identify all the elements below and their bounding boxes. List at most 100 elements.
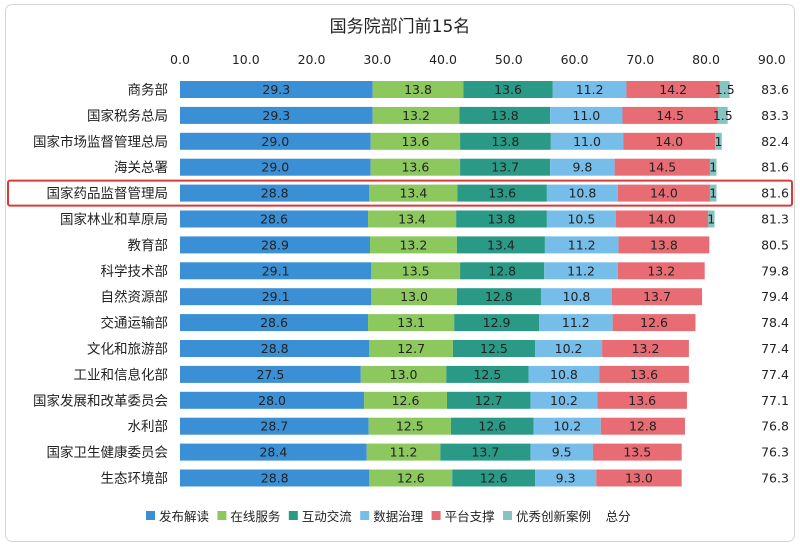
legend-swatch xyxy=(217,511,227,520)
bar-segment xyxy=(368,210,457,228)
chart-row: 海关总署 29.0 13.6 13.7 9.8 14.5 1 81.6 xyxy=(114,158,789,176)
bar-segment xyxy=(180,132,371,150)
category-label: 海关总署 xyxy=(114,160,168,176)
x-tick-label: 50.0 xyxy=(495,52,523,67)
bar-segment xyxy=(180,469,370,487)
chart-row: 工业和信息化部 27.5 13.0 12.5 10.8 13.6 77.4 xyxy=(74,365,789,383)
chart-row: 国家税务总局 29.3 13.2 13.8 11.0 14.5 1.5 83.3 xyxy=(87,106,789,124)
x-tick-label: 20.0 xyxy=(298,52,326,67)
bar-segment xyxy=(533,417,601,435)
bar-segment xyxy=(180,365,361,383)
data-label: 13.5 xyxy=(623,445,651,460)
bar-segment xyxy=(456,210,547,228)
x-tick-label: 10.0 xyxy=(232,52,260,67)
category-label: 工业和信息化部 xyxy=(74,366,169,383)
bar-segment xyxy=(596,469,682,487)
chart-row: 国家林业和草原局 28.6 13.4 13.8 10.5 14.0 1 81.3 xyxy=(60,210,789,228)
data-label: 12.6 xyxy=(640,315,668,330)
category-label: 国家林业和草原局 xyxy=(60,211,168,228)
data-label: 13.5 xyxy=(402,263,430,278)
data-label: 12.5 xyxy=(480,341,508,356)
legend-swatch xyxy=(431,511,441,520)
bar-segment xyxy=(617,262,705,280)
bar-segment xyxy=(370,158,461,176)
total-label: 82.4 xyxy=(761,134,789,149)
data-label: 13.6 xyxy=(628,393,656,408)
bar-segment xyxy=(364,391,447,409)
bar-segment xyxy=(180,158,371,176)
data-label: 13.0 xyxy=(390,367,418,382)
data-label: 12.6 xyxy=(480,471,508,486)
total-label: 78.4 xyxy=(761,315,789,330)
bar-segment xyxy=(370,236,457,254)
bar-segment xyxy=(369,184,458,202)
legend-label: 发布解读 xyxy=(159,509,209,524)
bar-segment xyxy=(546,210,616,228)
total-label: 76.3 xyxy=(761,471,789,486)
bar-segment xyxy=(460,262,545,280)
x-tick-label: 40.0 xyxy=(429,52,457,67)
chart-title: 国务院部门前15名 xyxy=(330,17,471,37)
data-label: 29.0 xyxy=(261,160,289,175)
data-label: 13.2 xyxy=(399,237,427,252)
category-label: 科学技术部 xyxy=(101,264,169,280)
bar-segment xyxy=(180,81,373,98)
bar-segment xyxy=(463,81,553,98)
legend-item: 在线服务 xyxy=(217,509,280,524)
bar-segment xyxy=(540,288,612,306)
bar-segment xyxy=(614,158,710,176)
bar-segment xyxy=(535,340,603,357)
data-label: 11.2 xyxy=(562,315,590,330)
total-label: 76.3 xyxy=(761,445,789,460)
data-label: 13.2 xyxy=(632,341,660,356)
bar-segment xyxy=(371,262,461,280)
data-label: 14.0 xyxy=(655,134,683,149)
legend-label: 互动交流 xyxy=(302,509,353,524)
data-label: 1.5 xyxy=(713,108,733,123)
legend-swatch xyxy=(288,511,298,520)
total-label: 76.8 xyxy=(761,419,789,434)
data-label: 10.2 xyxy=(550,393,578,408)
x-axis-ticks: 0.0 10.0 20.0 30.0 40.0 50.0 60.0 70.0 80.0 90.0 xyxy=(170,52,786,67)
data-label: 12.5 xyxy=(396,419,424,434)
bar-segment xyxy=(180,314,369,332)
bar-segment xyxy=(452,340,536,357)
bar-segment xyxy=(709,184,717,202)
data-label: 13.8 xyxy=(488,212,516,227)
bar-segment xyxy=(180,443,367,461)
legend-item: 数据治理 xyxy=(360,509,424,524)
bar-segment xyxy=(460,132,551,150)
bar-segment xyxy=(456,236,545,254)
data-label: 13.4 xyxy=(399,186,427,201)
legend-label: 在线服务 xyxy=(230,509,280,524)
total-label: 81.3 xyxy=(761,212,789,227)
data-label: 28.6 xyxy=(260,315,288,330)
data-label: 13.8 xyxy=(650,237,678,252)
data-label: 13.4 xyxy=(398,212,426,227)
bar-segment xyxy=(460,158,551,176)
bar-segment xyxy=(456,288,541,306)
legend-label: 平台支撑 xyxy=(445,509,496,524)
chart-row: 交通运输部 28.6 13.1 12.9 11.2 12.6 78.4 xyxy=(101,314,789,332)
data-label: 12.5 xyxy=(473,367,501,382)
total-label: 77.4 xyxy=(761,367,789,382)
chart-row: 自然资源部 29.1 13.0 12.8 10.8 13.7 79.4 xyxy=(101,288,789,306)
category-label: 教育部 xyxy=(128,238,169,254)
bar-segment xyxy=(550,132,624,150)
data-label: 28.9 xyxy=(261,237,289,252)
bar-segment xyxy=(707,210,715,228)
data-label: 11.2 xyxy=(390,445,418,460)
data-label: 14.5 xyxy=(648,160,676,175)
total-label: 81.6 xyxy=(761,160,789,175)
data-label: 12.6 xyxy=(397,471,425,486)
bar-segment xyxy=(369,469,453,487)
bar-segment xyxy=(535,469,597,487)
data-label: 29.0 xyxy=(261,134,289,149)
data-label: 13.6 xyxy=(401,160,429,175)
bar-segment xyxy=(450,417,534,435)
data-label: 13.1 xyxy=(397,315,425,330)
data-label: 10.8 xyxy=(550,367,578,382)
data-label: 11.0 xyxy=(573,134,601,149)
chart-row: 商务部 29.3 13.8 13.6 11.2 14.2 1.5 83.6 xyxy=(128,81,789,99)
data-label: 10.8 xyxy=(563,289,591,304)
